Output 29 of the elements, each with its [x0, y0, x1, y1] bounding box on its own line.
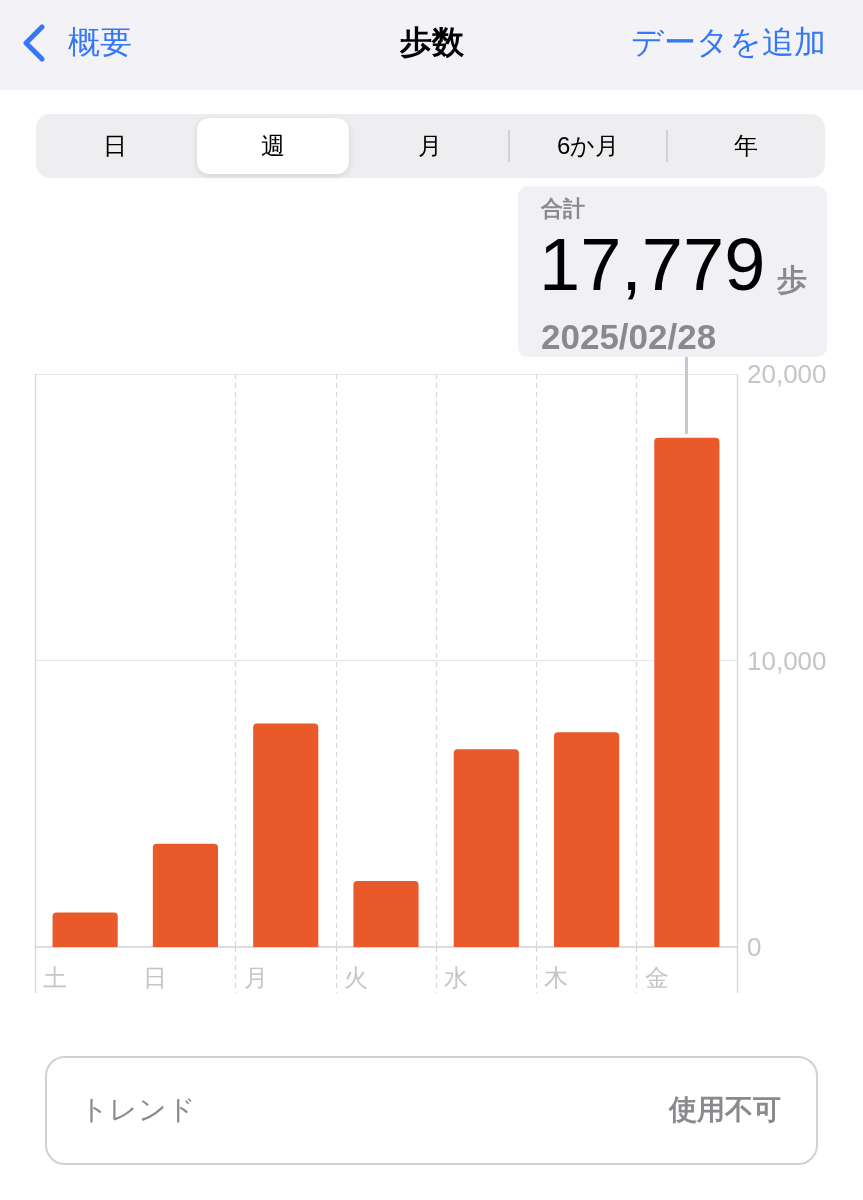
bar: [52, 912, 118, 947]
y-tick-label: 0: [747, 932, 762, 962]
x-tick-label: 火: [343, 963, 368, 991]
x-tick-label: 水: [444, 963, 469, 991]
x-tick-label: 土: [43, 963, 67, 991]
x-tick-label: 木: [544, 963, 569, 991]
x-tick-label: 金: [644, 963, 669, 991]
text: トレンド: [80, 1094, 196, 1125]
text: データを追加: [631, 24, 826, 60]
chart-title: 歩数: [399, 24, 464, 60]
text: 6か月: [556, 132, 621, 159]
bar: [353, 881, 419, 947]
text: 年: [733, 132, 760, 159]
bar: [654, 437, 720, 947]
text: 月: [417, 132, 444, 159]
x-tick-label: 月: [243, 963, 268, 991]
y-tick-label: 10,000: [747, 645, 827, 676]
bar: [453, 749, 519, 947]
bar: [553, 732, 620, 947]
bar: [253, 723, 319, 947]
text: 日: [101, 132, 128, 159]
text: 週: [259, 132, 286, 159]
data-label: 17,779: [539, 223, 766, 306]
y-tick-label: 20,000: [747, 359, 827, 389]
x-tick-label: 日: [143, 963, 168, 991]
bar: [152, 843, 219, 947]
text: 概要: [68, 24, 132, 60]
callout: 合計 17,779 歩 2025/02/28: [518, 186, 827, 357]
text: 使用不可: [669, 1094, 781, 1125]
